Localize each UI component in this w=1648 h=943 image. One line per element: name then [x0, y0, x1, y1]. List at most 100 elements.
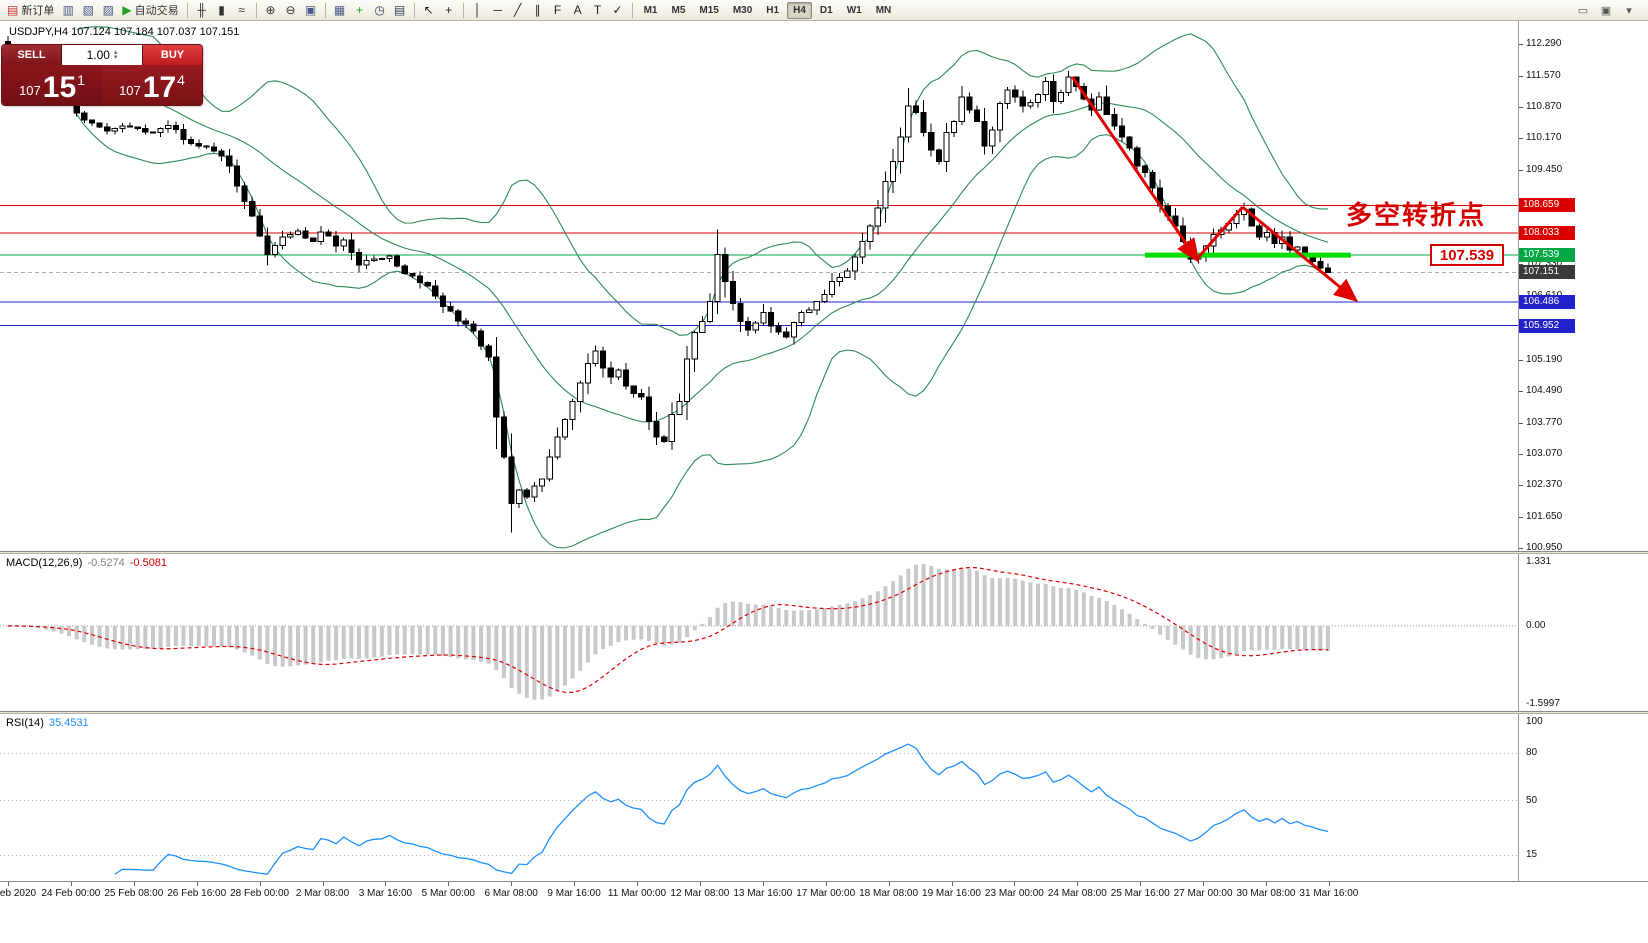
- time-label: 9 Mar 16:00: [547, 888, 601, 899]
- bear-candle: [477, 330, 485, 347]
- toolbar-templates[interactable]: ▤: [390, 1, 410, 19]
- toolbar-fibonacci-tool[interactable]: F: [548, 1, 568, 19]
- macd-signal-line: [7, 566, 1328, 693]
- timeframe-w1[interactable]: W1: [846, 4, 862, 16]
- toolbar-channel-tool[interactable]: ∥: [528, 1, 548, 19]
- toolbar-crosshair-tool[interactable]: +: [439, 1, 459, 19]
- macd-histogram-bar: [517, 625, 522, 694]
- macd-histogram-bar: [1013, 578, 1018, 626]
- macd-axis[interactable]: 1.331 0.00 -1.5997: [1518, 554, 1648, 711]
- macd-histogram-bar: [669, 625, 674, 645]
- macd-histogram-bar: [883, 586, 888, 626]
- macd-histogram-bar: [372, 625, 377, 658]
- sell-price-button[interactable]: 107 15 1: [2, 65, 102, 105]
- bear-candle: [462, 320, 469, 325]
- macd-histogram-bar: [51, 625, 56, 632]
- trend-arrow[interactable]: [1071, 76, 1200, 263]
- toolbar-profiles[interactable]: ▧: [78, 1, 98, 19]
- macd-histogram-bar: [776, 607, 781, 626]
- volume-up-icon[interactable]: ▴: [113, 49, 118, 56]
- toolbar-text-tool[interactable]: A: [568, 1, 588, 19]
- turning-point-annotation[interactable]: 多空转折点: [1346, 200, 1487, 230]
- macd-histogram-bar: [425, 625, 430, 655]
- time-label: 31 Mar 16:00: [1299, 888, 1359, 899]
- macd-histogram-bar: [303, 625, 308, 665]
- price-axis[interactable]: 112.290 111.570 110.870 110.170 109.450 107.3…: [1518, 21, 1648, 551]
- panel-splitter[interactable]: [0, 551, 1648, 554]
- timeframe-d1[interactable]: D1: [819, 4, 833, 16]
- sell-button[interactable]: SELL: [2, 45, 61, 65]
- bear-candle: [455, 310, 462, 322]
- timeframe-m1[interactable]: M1: [643, 4, 658, 16]
- time-label: 24 Feb 00:00: [41, 888, 101, 899]
- toolbar-arrows-tool[interactable]: ✓: [608, 1, 628, 19]
- one-click-trading-widget: SELL 1.00 ▴ ▾ BUY 107 15 1 107 17 4: [2, 45, 202, 105]
- toolbar-toolbar-options[interactable]: ▾: [1626, 4, 1632, 17]
- bear-candle: [96, 122, 103, 128]
- toolbar-label-tool[interactable]: T: [588, 1, 608, 19]
- toolbar-data-window[interactable]: ▨: [98, 1, 118, 19]
- macd-histogram-bar: [135, 625, 140, 650]
- buy-price-button[interactable]: 107 17 4: [102, 65, 202, 105]
- macd-label: MACD(12,26,9) -0.5274 -0.5081: [6, 557, 172, 569]
- macd-histogram-bar: [173, 625, 178, 647]
- timeframe-m15[interactable]: M15: [699, 4, 719, 16]
- text-tool-icon: A: [573, 3, 582, 17]
- toolbar-strategy-tester[interactable]: ▦: [330, 1, 350, 19]
- toolbar-chart-window[interactable]: ▥: [58, 1, 78, 19]
- toolbar-line-chart-type[interactable]: ≈: [232, 1, 252, 19]
- toolbar-period-selector[interactable]: ◷: [370, 1, 390, 19]
- bollinger-lower-band: [76, 113, 1329, 549]
- macd-histogram-bar: [1264, 625, 1269, 650]
- volume-down-icon[interactable]: ▾: [113, 54, 118, 61]
- toolbar-horizontal-line-tool[interactable]: ─: [488, 1, 508, 19]
- bear-candle: [523, 489, 530, 498]
- toolbar-dock-panel-right[interactable]: ▣: [1600, 4, 1612, 17]
- timeframe-h1[interactable]: H1: [766, 4, 780, 16]
- ask-point: 4: [177, 72, 185, 88]
- macd-histogram-bar: [1097, 597, 1102, 626]
- macd-histogram-bar: [662, 625, 667, 646]
- trend-arrow[interactable]: [1195, 206, 1244, 261]
- toolbar-new-order[interactable]: ▤ 新订单: [3, 1, 58, 19]
- macd-histogram-bar: [1188, 625, 1193, 655]
- volume-value[interactable]: 1.00: [86, 48, 110, 62]
- timeframe-mn[interactable]: MN: [875, 4, 892, 16]
- panel-splitter[interactable]: [0, 711, 1648, 714]
- timeframe-m5[interactable]: M5: [671, 4, 686, 16]
- macd-histogram-bar: [341, 625, 346, 659]
- bear-candle: [745, 320, 752, 331]
- toolbar-zoom-in[interactable]: ⊕: [261, 1, 281, 19]
- rsi-axis[interactable]: 100 80 50 15: [1518, 714, 1648, 881]
- timeframe-m30[interactable]: M30: [732, 4, 753, 16]
- volume-field[interactable]: 1.00 ▴ ▾: [61, 45, 143, 65]
- toolbar-indicators-add[interactable]: +: [350, 1, 370, 19]
- bull-candle: [1027, 101, 1034, 107]
- toolbar-trendline-tool[interactable]: ╱: [508, 1, 528, 19]
- bear-candle: [981, 120, 988, 147]
- toolbar-candlestick-chart-type[interactable]: ▮: [212, 1, 232, 19]
- buy-button[interactable]: BUY: [143, 45, 202, 65]
- price-tag-annotation[interactable]: 107.539: [1430, 244, 1504, 266]
- toolbar-dock-panel-left[interactable]: ▭: [1577, 4, 1589, 17]
- toolbar-vertical-line-tool[interactable]: │: [468, 1, 488, 19]
- channel-tool-icon: ∥: [534, 3, 541, 17]
- toolbar-tile-windows[interactable]: ▣: [301, 1, 321, 19]
- macd-histogram-bar: [1211, 625, 1216, 660]
- bear-candle: [409, 272, 416, 277]
- macd-histogram-bar: [120, 625, 125, 650]
- label-tool-icon: T: [593, 3, 602, 17]
- toolbar-zoom-out[interactable]: ⊖: [281, 1, 301, 19]
- volume-spinner: ▴ ▾: [113, 49, 118, 61]
- bull-candle: [821, 293, 828, 302]
- rsi-axis-label: 50: [1526, 794, 1538, 806]
- toolbar-bar-chart-type[interactable]: ╫: [192, 1, 212, 19]
- toolbar-auto-trading[interactable]: ▶ 自动交易: [118, 1, 182, 19]
- macd-histogram-bar: [112, 625, 117, 650]
- toolbar-cursor-tool[interactable]: ↖: [419, 1, 439, 19]
- timeframe-h4[interactable]: H4: [787, 1, 812, 19]
- macd-histogram-bar: [273, 625, 278, 667]
- trend-arrow[interactable]: [1241, 205, 1359, 302]
- macd-histogram-bar: [318, 625, 323, 663]
